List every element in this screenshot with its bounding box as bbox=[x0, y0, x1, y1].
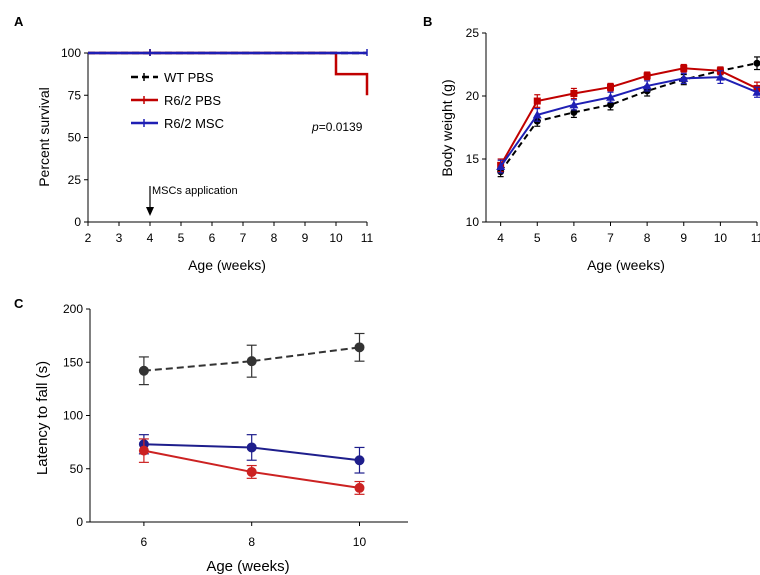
panel-c-y-tick-label-4: 200 bbox=[63, 302, 83, 316]
panel-b-x-tick-label-6: 10 bbox=[714, 231, 728, 245]
weight-point-pbs-1 bbox=[533, 97, 541, 105]
latency-point-wt_c-1 bbox=[246, 356, 257, 367]
panel-c-x-tick-label-0: 6 bbox=[141, 535, 148, 549]
weight-point-msc-5 bbox=[679, 73, 689, 82]
panel-c-y-axis-title: Latency to fall (s) bbox=[34, 361, 51, 475]
weight-point-msc-0 bbox=[496, 162, 506, 171]
panel-b-x-tick-label-3: 7 bbox=[607, 231, 614, 245]
panel-c-y-tick-label-1: 50 bbox=[70, 462, 84, 476]
panel-b-x-tick-label-1: 5 bbox=[534, 231, 541, 245]
panel-b-letter: B bbox=[423, 14, 432, 29]
weight-point-msc-2 bbox=[569, 100, 579, 109]
weight-point-wt-3 bbox=[607, 101, 615, 109]
panel-a-x-tick-label-7: 9 bbox=[302, 231, 309, 245]
p-value-symbol: p bbox=[311, 120, 319, 134]
weight-point-pbs-3 bbox=[607, 83, 615, 91]
survival-line-r6-2-pbs bbox=[88, 51, 369, 96]
panel-a: A 2 3 4 5 6 7 8 9 10 11 0 25 50 75 100 Age (weeks) Per… bbox=[14, 14, 374, 273]
panel-a-y-tick-label-0: 0 bbox=[74, 215, 81, 229]
panel-a-y-tick-label-4: 100 bbox=[61, 46, 81, 60]
panel-c-x-tick-label-2: 10 bbox=[353, 535, 367, 549]
latency-point-wt_c-2 bbox=[354, 342, 365, 353]
latency-point-pbs_c-0 bbox=[138, 445, 149, 456]
weight-point-msc-4 bbox=[642, 81, 652, 90]
weight-point-pbs-2 bbox=[570, 89, 578, 97]
weight-point-wt-7 bbox=[753, 59, 760, 67]
latency-line-wt_c bbox=[143, 346, 360, 372]
latency-point-msc_c-2 bbox=[354, 455, 365, 466]
panel-b-x-tick-label-7: 11 bbox=[751, 231, 760, 245]
latency-point-pbs_c-2 bbox=[354, 482, 365, 493]
legend-label-r62-msc: R6/2 MSC bbox=[164, 116, 224, 131]
panel-b-y-tick-label-3: 25 bbox=[466, 26, 480, 40]
latency-point-wt_c-0 bbox=[138, 365, 149, 376]
annotation-arrow-head bbox=[146, 207, 154, 216]
legend-label-wt-pbs: WT PBS bbox=[164, 70, 214, 85]
panel-a-y-axis-title: Percent survival bbox=[36, 87, 52, 187]
weight-point-pbs-4 bbox=[643, 72, 651, 80]
weight-point-wt-2 bbox=[570, 108, 578, 116]
weight-point-msc-7 bbox=[752, 87, 760, 96]
latency-point-msc_c-1 bbox=[246, 442, 257, 453]
panel-b-plot: 4 5 6 7 8 9 10 11 10 15 20 25 bbox=[466, 26, 760, 245]
latency-point-pbs_c-1 bbox=[246, 466, 257, 477]
panel-a-x-tick-label-4: 6 bbox=[209, 231, 216, 245]
panel-a-x-axis-title: Age (weeks) bbox=[188, 257, 266, 273]
msc-application-annotation: MSCs application bbox=[152, 185, 238, 197]
weight-point-msc-6 bbox=[715, 72, 725, 81]
panel-a-x-tick-label-5: 7 bbox=[240, 231, 247, 245]
panel-a-y-tick-label-3: 75 bbox=[68, 88, 82, 102]
panel-a-plot: 2 3 4 5 6 7 8 9 10 11 0 25 50 75 100 bbox=[61, 46, 374, 245]
panel-a-x-tick-label-1: 3 bbox=[116, 231, 123, 245]
panel-c-y-tick-label-0: 0 bbox=[76, 515, 83, 529]
panel-c-x-tick-label-1: 8 bbox=[248, 535, 255, 549]
panel-b-y-tick-label-1: 15 bbox=[466, 152, 480, 166]
panel-b-x-tick-label-5: 9 bbox=[680, 231, 687, 245]
panel-c-letter: C bbox=[14, 296, 24, 311]
weight-point-msc-1 bbox=[532, 110, 542, 119]
panel-b-y-tick-label-0: 10 bbox=[466, 215, 480, 229]
panel-a-x-tick-label-8: 10 bbox=[329, 231, 343, 245]
panel-c-y-tick-label-3: 150 bbox=[63, 355, 83, 369]
weight-point-msc-3 bbox=[606, 92, 616, 101]
panel-c-x-axis-title: Age (weeks) bbox=[206, 558, 289, 575]
panel-a-legend: WT PBS R6/2 PBS R6/2 MSC bbox=[164, 70, 224, 131]
panel-b-y-axis-title: Body weight (g) bbox=[439, 79, 455, 176]
panel-b: B 4 5 6 7 8 9 10 11 10 15 20 25 Age (weeks) Body we… bbox=[423, 14, 760, 273]
weight-line-msc bbox=[499, 76, 758, 168]
panel-a-letter: A bbox=[14, 14, 24, 29]
panel-a-y-tick-label-2: 50 bbox=[68, 131, 82, 145]
panel-b-x-tick-label-4: 8 bbox=[644, 231, 651, 245]
panel-b-x-axis-title: Age (weeks) bbox=[587, 257, 665, 273]
panel-a-x-tick-label-9: 11 bbox=[361, 231, 374, 245]
p-value-number: =0.0139 bbox=[319, 120, 363, 134]
weight-point-pbs-5 bbox=[680, 64, 688, 72]
legend-label-r62-pbs: R6/2 PBS bbox=[164, 93, 221, 108]
panel-b-y-tick-label-2: 20 bbox=[466, 89, 480, 103]
weight-line-pbs bbox=[499, 67, 758, 166]
p-value-label: p=0.0139 bbox=[311, 120, 363, 134]
panel-a-x-tick-label-3: 5 bbox=[178, 231, 185, 245]
panel-a-x-tick-label-6: 8 bbox=[271, 231, 278, 245]
panel-a-x-tick-label-0: 2 bbox=[85, 231, 92, 245]
panel-b-x-tick-label-2: 6 bbox=[571, 231, 578, 245]
panel-b-x-tick-label-0: 4 bbox=[497, 231, 504, 245]
panel-a-y-tick-label-1: 25 bbox=[68, 173, 82, 187]
panel-c-y-tick-label-2: 100 bbox=[63, 409, 83, 423]
panel-a-x-tick-label-2: 4 bbox=[147, 231, 154, 245]
